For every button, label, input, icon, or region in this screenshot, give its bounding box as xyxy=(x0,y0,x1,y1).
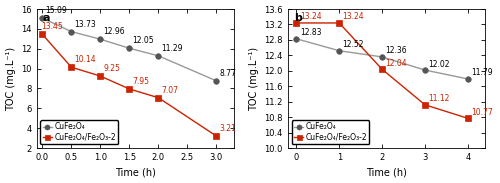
Text: 7.95: 7.95 xyxy=(132,77,150,86)
Text: 11.29: 11.29 xyxy=(162,44,183,53)
Text: 12.52: 12.52 xyxy=(342,40,364,49)
X-axis label: Time (h): Time (h) xyxy=(114,167,156,178)
CuFe₂O₄ xyxy=(422,69,428,71)
CuFe₂O₄ xyxy=(68,31,74,33)
Text: 12.96: 12.96 xyxy=(104,27,125,36)
Line: CuFe₂O₄/Fe₂O₃-2: CuFe₂O₄/Fe₂O₃-2 xyxy=(294,20,470,121)
CuFe₂O₄ xyxy=(214,80,220,82)
Text: 12.36: 12.36 xyxy=(386,46,407,55)
CuFe₂O₄/Fe₂O₃-2 xyxy=(214,135,220,137)
CuFe₂O₄ xyxy=(98,38,103,40)
Legend: CuFe₂O₄, CuFe₂O₄/Fe₂O₃-2: CuFe₂O₄, CuFe₂O₄/Fe₂O₃-2 xyxy=(292,120,370,144)
CuFe₂O₄ xyxy=(336,50,342,52)
Text: 11.79: 11.79 xyxy=(471,68,493,77)
Text: 3.21: 3.21 xyxy=(219,124,236,133)
Y-axis label: TOC (mg.L⁻¹): TOC (mg.L⁻¹) xyxy=(6,46,16,111)
Y-axis label: TOC (mg.L⁻¹): TOC (mg.L⁻¹) xyxy=(249,46,259,111)
CuFe₂O₄/Fe₂O₃-2 xyxy=(465,117,471,119)
Legend: CuFe₂O₄, CuFe₂O₄/Fe₂O₃-2: CuFe₂O₄, CuFe₂O₄/Fe₂O₃-2 xyxy=(40,120,118,144)
CuFe₂O₄/Fe₂O₃-2 xyxy=(379,68,385,70)
CuFe₂O₄/Fe₂O₃-2 xyxy=(68,66,74,68)
CuFe₂O₄ xyxy=(126,47,132,49)
Text: a: a xyxy=(42,13,50,23)
Text: b: b xyxy=(294,13,302,23)
CuFe₂O₄ xyxy=(294,38,300,40)
Text: 10.77: 10.77 xyxy=(471,108,493,117)
CuFe₂O₄ xyxy=(465,78,471,80)
CuFe₂O₄/Fe₂O₃-2 xyxy=(156,97,162,99)
CuFe₂O₄/Fe₂O₃-2 xyxy=(98,75,103,77)
Text: 13.24: 13.24 xyxy=(300,12,322,21)
Text: 12.05: 12.05 xyxy=(132,36,154,45)
CuFe₂O₄ xyxy=(156,55,162,57)
Text: 7.07: 7.07 xyxy=(162,86,178,95)
Text: 15.09: 15.09 xyxy=(46,6,67,15)
Line: CuFe₂O₄: CuFe₂O₄ xyxy=(40,15,219,84)
Text: 12.04: 12.04 xyxy=(386,59,407,68)
Line: CuFe₂O₄/Fe₂O₃-2: CuFe₂O₄/Fe₂O₃-2 xyxy=(40,32,219,139)
X-axis label: Time (h): Time (h) xyxy=(366,167,407,178)
Text: 10.14: 10.14 xyxy=(74,55,96,64)
CuFe₂O₄/Fe₂O₃-2 xyxy=(40,33,46,36)
Text: 13.45: 13.45 xyxy=(41,22,63,31)
CuFe₂O₄ xyxy=(40,17,46,19)
Text: 9.25: 9.25 xyxy=(104,64,120,73)
Text: 13.24: 13.24 xyxy=(342,12,364,21)
Line: CuFe₂O₄: CuFe₂O₄ xyxy=(294,36,470,82)
CuFe₂O₄/Fe₂O₃-2 xyxy=(126,88,132,90)
Text: 8.77: 8.77 xyxy=(219,69,236,78)
CuFe₂O₄ xyxy=(379,56,385,58)
Text: 12.02: 12.02 xyxy=(428,59,450,68)
CuFe₂O₄/Fe₂O₃-2 xyxy=(294,22,300,24)
CuFe₂O₄/Fe₂O₃-2 xyxy=(336,22,342,24)
Text: 11.12: 11.12 xyxy=(428,94,450,103)
CuFe₂O₄/Fe₂O₃-2 xyxy=(422,104,428,106)
Text: 13.73: 13.73 xyxy=(74,20,96,29)
Text: 12.83: 12.83 xyxy=(300,28,322,37)
